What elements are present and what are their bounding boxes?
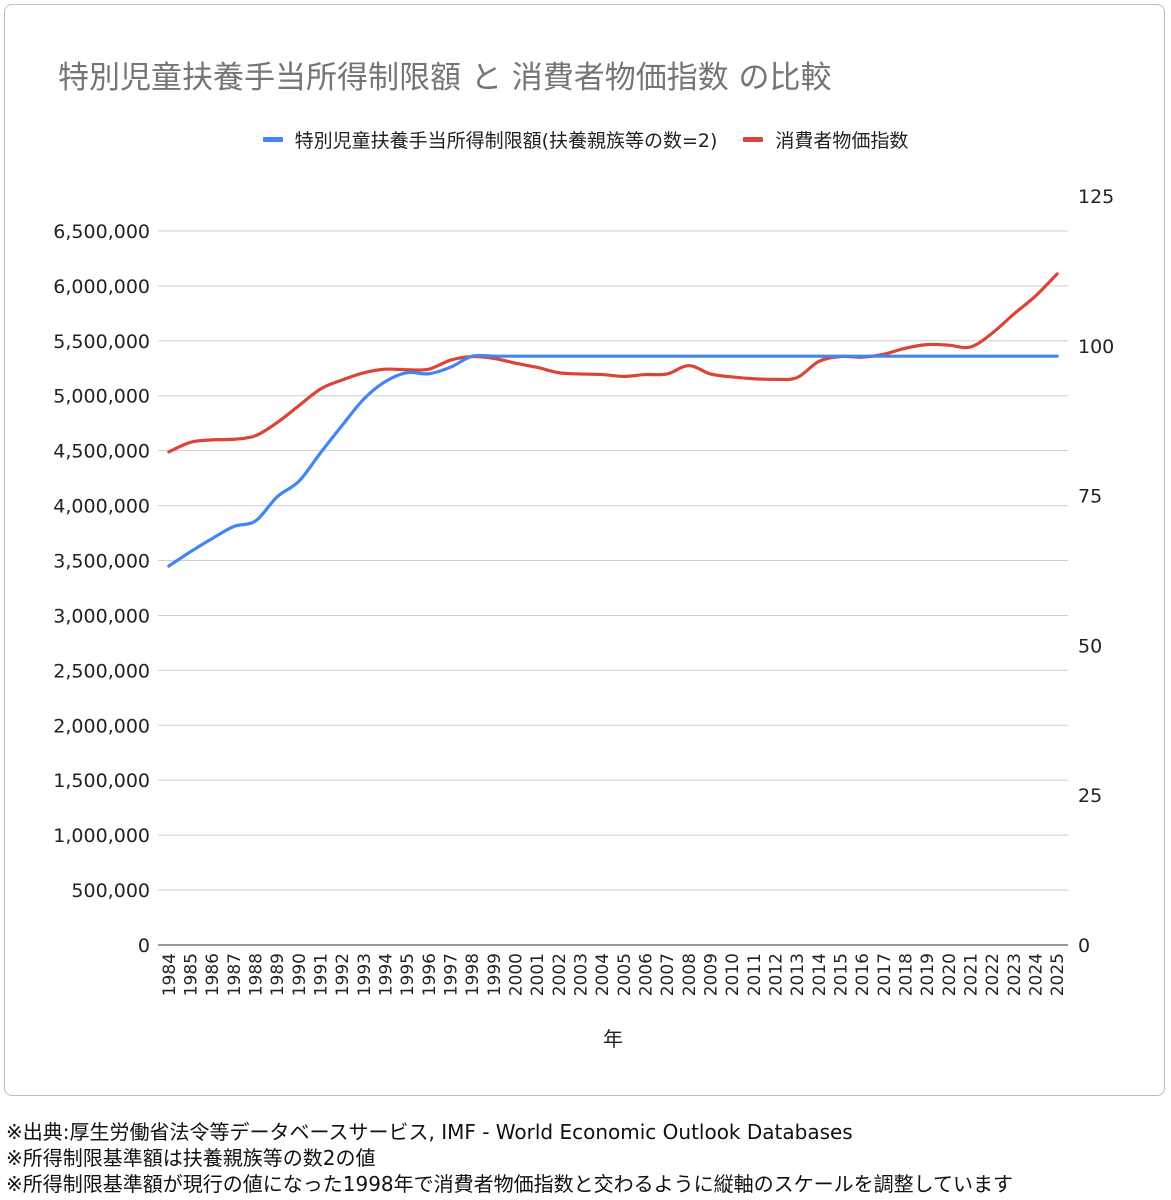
x-tick-label: 2010 [723, 953, 743, 996]
series-line-income-limit [167, 353, 1059, 568]
x-tick-label: 1993 [355, 953, 375, 996]
footnote-note-1: ※所得制限基準額は扶養親族等の数2の値 [6, 1146, 376, 1170]
left-tick-label: 2,500,000 [53, 660, 150, 682]
right-tick-label: 50 [1078, 635, 1102, 657]
x-tick-label: 1988 [247, 953, 267, 996]
left-tick-label: 500,000 [71, 880, 150, 902]
right-tick-label: 25 [1078, 785, 1102, 807]
left-tick-label: 4,000,000 [53, 496, 150, 518]
x-tick-label: 2004 [593, 953, 613, 996]
x-tick-label: 2007 [658, 953, 678, 996]
right-tick-label: 75 [1078, 486, 1102, 508]
right-tick-label: 100 [1078, 336, 1114, 358]
x-tick-label: 2025 [1048, 953, 1068, 996]
x-tick-label: 2022 [983, 953, 1003, 996]
x-tick-label: 2014 [810, 953, 830, 996]
chart-title: 特別児童扶養手当所得制限額 と 消費者物価指数 の比較 [58, 60, 832, 96]
x-tick-label: 2001 [528, 953, 548, 996]
left-tick-label: 3,500,000 [53, 551, 150, 573]
x-tick-label: 2003 [572, 953, 592, 996]
x-tick-label: 2006 [637, 953, 657, 996]
series-line-cpi [167, 272, 1059, 454]
x-tick-label: 2021 [962, 953, 982, 996]
x-tick-label: 1998 [463, 953, 483, 996]
x-tick-label: 1986 [203, 953, 223, 996]
legend-swatch-blue [262, 137, 283, 142]
footnote-source: ※出典:厚生労働省法令等データベースサービス, IMF - World Econ… [6, 1120, 853, 1144]
x-axis-title: 年 [603, 1027, 623, 1051]
left-tick-label: 6,000,000 [53, 276, 150, 298]
left-tick-label: 5,000,000 [53, 386, 150, 408]
x-tick-label: 2024 [1027, 953, 1047, 996]
left-tick-label: 1,500,000 [53, 770, 150, 792]
x-tick-label: 2012 [767, 953, 787, 996]
x-tick-label: 2020 [940, 953, 960, 996]
left-tick-label: 2,000,000 [53, 715, 150, 737]
x-tick-label: 2018 [897, 953, 917, 996]
x-tick-label: 1996 [420, 953, 440, 996]
x-tick-label: 2016 [853, 953, 873, 996]
chart-frame [4, 4, 1165, 1096]
x-tick-label: 1990 [290, 953, 310, 996]
chart-plot-area: 0 500,000 1,000,000 1,500,000 2,000,000 2,500… [53, 186, 1114, 1051]
legend-item-cpi: 消費者物価指数 [743, 126, 908, 153]
legend-swatch-red [743, 137, 764, 142]
x-tick-label: 2011 [745, 953, 765, 996]
x-tick-label: 2000 [507, 953, 527, 996]
x-tick-label: 1987 [225, 953, 245, 996]
x-tick-label: 1985 [182, 953, 202, 996]
x-tick-label: 1997 [442, 953, 462, 996]
x-tick-label: 2017 [875, 953, 895, 996]
x-tick-label: 2019 [918, 953, 938, 996]
x-tick-label: 2002 [550, 953, 570, 996]
x-tick-label: 2015 [832, 953, 852, 996]
legend-item-income-limit: 特別児童扶養手当所得制限額(扶養親族等の数=2) [262, 126, 718, 153]
x-tick-label: 2013 [788, 953, 808, 996]
x-tick-label: 2023 [1005, 953, 1025, 996]
right-tick-label: 0 [1078, 935, 1090, 957]
left-tick-label: 6,500,000 [53, 221, 150, 243]
left-tick-label: 1,000,000 [53, 825, 150, 847]
legend-label-cpi: 消費者物価指数 [775, 130, 909, 152]
x-tick-label: 2008 [680, 953, 700, 996]
left-tick-label: 5,500,000 [53, 331, 150, 353]
right-tick-label: 125 [1078, 186, 1114, 208]
x-tick-label: 2009 [702, 953, 722, 996]
legend-label-income-limit: 特別児童扶養手当所得制限額(扶養親族等の数=2) [294, 130, 718, 152]
footnote-note-2: ※所得制限基準額が現行の値になった1998年で消費者物価指数と交わるように縦軸の… [6, 1172, 1014, 1196]
x-tick-label: 1984 [160, 953, 180, 996]
x-tick-label: 1989 [268, 953, 288, 996]
left-tick-label: 3,000,000 [53, 605, 150, 627]
legend: 特別児童扶養手当所得制限額(扶養親族等の数=2) 消費者物価指数 [0, 126, 1171, 153]
x-tick-label: 1999 [485, 953, 505, 996]
left-tick-label: 4,500,000 [53, 441, 150, 463]
x-tick-label: 1995 [398, 953, 418, 996]
x-tick-label: 2005 [615, 953, 635, 996]
left-tick-label: 0 [138, 935, 150, 957]
x-tick-label: 1992 [333, 953, 353, 996]
x-tick-label: 1991 [312, 953, 332, 996]
x-tick-label: 1994 [377, 953, 397, 996]
